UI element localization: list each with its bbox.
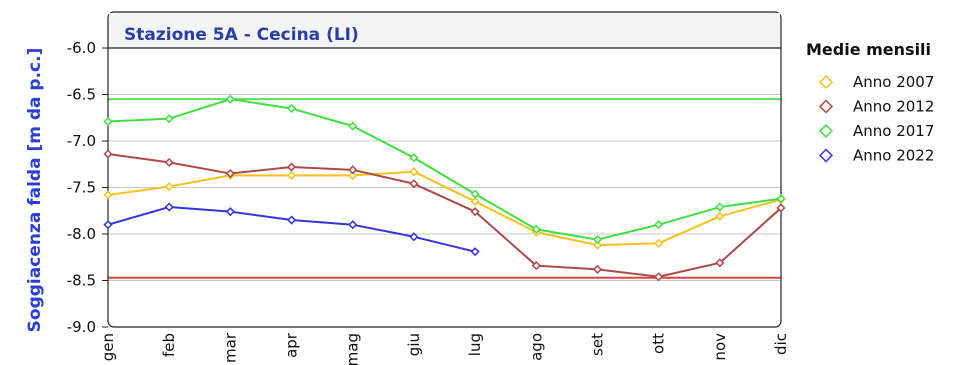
x-tick-label: dic <box>772 333 790 355</box>
y-tick-label: -8.5 <box>67 272 96 290</box>
data-point <box>103 190 113 200</box>
x-tick-label: apr <box>283 332 301 358</box>
legend: Anno 2007 Anno 2012 Anno 2017 Anno 2022 <box>818 73 934 165</box>
chart-title: Stazione 5A - Cecina (LI) <box>124 25 359 45</box>
data-point <box>164 182 174 192</box>
x-tick-label: lug <box>466 333 484 356</box>
data-point <box>592 240 603 250</box>
data-point <box>103 116 113 127</box>
data-point <box>531 224 541 234</box>
data-point <box>164 157 174 167</box>
data-point <box>409 232 419 242</box>
data-point <box>776 203 786 213</box>
data-point <box>225 168 235 179</box>
legend-label: Anno 2017 <box>853 122 934 140</box>
series-anno-2017 <box>103 94 786 245</box>
data-point <box>286 103 297 114</box>
x-tick-label: set <box>588 333 606 356</box>
series-anno-2012 <box>103 149 786 282</box>
series-line <box>107 170 782 247</box>
data-point <box>592 235 603 245</box>
y-tick-label: -6.5 <box>67 86 96 104</box>
data-point <box>654 238 664 248</box>
data-point <box>164 114 174 124</box>
data-point <box>348 121 358 131</box>
legend-label: Anno 2022 <box>853 147 934 165</box>
x-tick-label: giu <box>405 333 423 356</box>
x-tick-label: gen <box>99 333 117 361</box>
data-point <box>715 211 725 221</box>
y-tick-label: -9.0 <box>67 318 96 336</box>
plot-frame <box>107 11 782 328</box>
data-point <box>348 165 358 175</box>
data-point <box>592 264 603 274</box>
x-tick-label: ott <box>650 333 668 354</box>
data-point <box>776 194 786 204</box>
series-line <box>107 206 476 253</box>
reference-lines <box>108 98 781 279</box>
data-point <box>286 162 297 172</box>
series-line <box>107 98 782 241</box>
legend-marker <box>818 99 834 114</box>
x-tick-label: mar <box>221 332 239 363</box>
x-tick-labels: gen feb mar apr mag giu lug ago set ott nov dic <box>99 332 790 365</box>
series-group <box>103 94 786 282</box>
x-tick-label: feb <box>160 333 178 357</box>
data-point <box>715 258 725 268</box>
series-line <box>107 153 782 278</box>
data-point <box>103 220 113 230</box>
series-anno-2007 <box>103 167 786 250</box>
data-point <box>654 220 664 230</box>
legend-marker <box>818 148 834 163</box>
x-tick-label: ago <box>527 333 545 361</box>
data-point <box>409 153 419 163</box>
data-point <box>531 261 541 271</box>
legend-label: Anno 2007 <box>853 73 934 91</box>
y-tick-label: -7.0 <box>67 132 96 150</box>
data-point <box>409 167 419 177</box>
title-box <box>109 13 780 48</box>
y-axis-label: Soggiacenza falda [m da p.c.] <box>25 48 45 333</box>
data-point <box>348 220 358 230</box>
x-tick-label: mag <box>344 333 362 365</box>
series-anno-2022 <box>103 202 480 257</box>
data-point <box>470 207 480 217</box>
data-point <box>470 196 480 207</box>
data-point <box>348 170 358 180</box>
data-point <box>286 170 297 180</box>
data-point <box>715 202 725 212</box>
data-point <box>225 94 235 104</box>
data-point <box>409 179 419 189</box>
y-tick-label: -7.5 <box>67 179 96 197</box>
data-point <box>470 189 480 199</box>
legend-title: Medie mensili <box>806 40 931 59</box>
legend-label: Anno 2012 <box>853 98 934 116</box>
x-tick-label: nov <box>711 333 729 361</box>
data-point <box>654 272 664 282</box>
data-point <box>103 149 113 159</box>
data-point <box>470 247 480 257</box>
y-tick-label: -8.0 <box>67 225 96 243</box>
data-point <box>225 207 235 217</box>
legend-marker <box>818 74 834 90</box>
data-point <box>164 202 174 212</box>
y-tick-label: -6.0 <box>67 39 96 57</box>
data-point <box>286 215 297 225</box>
y-tick-labels: -6.0 -6.5 -7.0 -7.5 -8.0 -8.5 -9.0 <box>67 39 108 336</box>
legend-marker <box>818 123 834 139</box>
